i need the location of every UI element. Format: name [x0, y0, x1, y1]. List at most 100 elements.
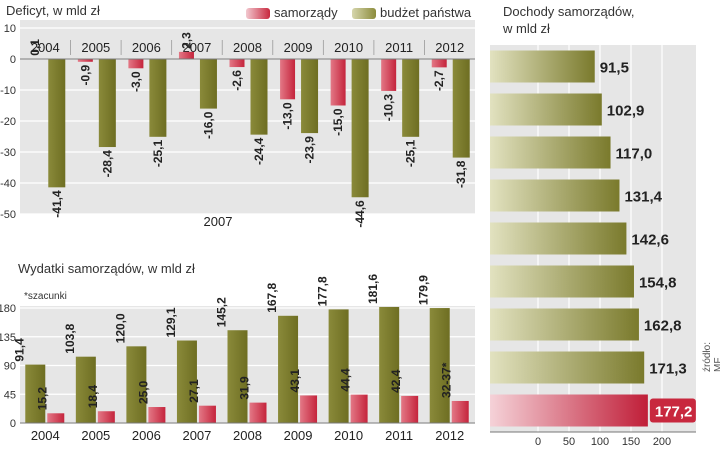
expenses-value-label-samorzady: 27,1 — [187, 379, 201, 403]
deficit-x-label: 2008 — [233, 40, 262, 55]
income-bar — [490, 394, 648, 427]
expenses-note: *szacunki — [24, 291, 67, 302]
expenses-bar-total — [227, 330, 248, 423]
income-bar — [490, 308, 639, 341]
deficit-bar-budzet — [199, 59, 217, 109]
deficit-value-label-samorzady: -3,0 — [129, 71, 143, 92]
income-value-label: 142,6 — [631, 232, 669, 249]
deficit-y-tick-label: 10 — [4, 23, 16, 35]
deficit-y-tick-label: -40 — [0, 178, 16, 190]
deficit-y-tick-label: -10 — [0, 85, 16, 97]
expenses-bar-total — [278, 315, 299, 423]
income-bar — [490, 93, 602, 126]
expenses-value-label-samorzady: 44,4 — [339, 368, 353, 392]
expenses-value-label-total: 181,6 — [366, 274, 380, 304]
deficit-y-tick-label: -50 — [0, 209, 16, 221]
income-x-tick-label: 50 — [563, 436, 575, 448]
expenses-bar-samorzady — [300, 395, 318, 423]
income-value-label: 171,3 — [649, 361, 687, 378]
deficit-plot-area — [20, 20, 475, 214]
legend-swatch-red — [246, 8, 270, 20]
expenses-value-label-total: 103,8 — [63, 323, 77, 353]
income-bar — [490, 265, 634, 298]
income-value-label: 117,0 — [616, 146, 653, 163]
deficit-value-label-budzet: -41,4 — [50, 190, 64, 218]
deficit-bar-samorzady — [431, 59, 447, 68]
deficit-bar-budzet — [149, 59, 167, 137]
expenses-x-label: 2004 — [31, 428, 60, 443]
deficit-value-label-budzet: -44,6 — [353, 200, 367, 228]
deficit-bar-budzet — [402, 59, 420, 137]
income-value-label: 131,4 — [624, 189, 662, 206]
deficit-bar-samorzady — [77, 59, 93, 62]
deficit-x-label: 2007 — [182, 40, 211, 55]
deficit-bar-samorzady — [381, 59, 397, 91]
deficit-value-label-budzet: -24,4 — [252, 137, 266, 165]
deficit-value-label-budzet: -25,1 — [151, 139, 165, 167]
deficit-x-label: 2012 — [435, 40, 464, 55]
deficit-value-label-samorzady: -2,7 — [432, 70, 446, 91]
deficit-bar-budzet — [351, 59, 369, 198]
income-title-line-2: w mld zł — [503, 21, 550, 36]
deficit-bar-samorzady — [280, 59, 296, 100]
deficit-value-label-budzet: -25,1 — [404, 139, 418, 167]
deficit-value-label-budzet: -31,8 — [454, 160, 468, 188]
expenses-value-label-samorzady: 43,1 — [288, 369, 302, 393]
deficit-x-label: 2011 — [385, 40, 413, 55]
expenses-value-label-samorzady: 31,9 — [238, 376, 252, 400]
expenses-value-label-total: 167,8 — [265, 282, 279, 312]
income-title-line-1: Dochody samorządów, — [503, 4, 635, 19]
deficit-x-label: 2010 — [334, 40, 363, 55]
expenses-value-label-samorzady: 32-37* — [440, 362, 454, 398]
expenses-value-label-samorzady: 18,4 — [86, 385, 100, 409]
deficit-x-label: 2004 — [31, 40, 60, 55]
deficit-x-label: 2005 — [81, 40, 110, 55]
expenses-value-label-samorzady: 25,0 — [136, 380, 150, 404]
income-bar — [490, 351, 645, 384]
expenses-bar-samorzady — [451, 400, 469, 423]
income-x-tick-label: 150 — [622, 436, 640, 448]
income-highlight-label-bg — [649, 398, 696, 423]
expenses-value-label-total: 120,0 — [113, 313, 127, 343]
deficit-bar-samorzady — [330, 59, 346, 106]
legend-label-budzet: budżet państwa — [380, 5, 472, 20]
expenses-value-label-samorzady: 15,2 — [35, 387, 49, 411]
expenses-bar-total — [25, 364, 46, 423]
deficit-value-label-samorzady: -15,0 — [331, 108, 345, 136]
deficit-x-label: 2006 — [132, 40, 161, 55]
income-value-label: 91,5 — [600, 60, 629, 77]
expenses-x-label: 2012 — [435, 428, 464, 443]
deficit-value-label-budzet: -23,9 — [303, 136, 317, 164]
deficit-x-label: 2009 — [284, 40, 313, 55]
expenses-y-tick-label: 135 — [0, 332, 16, 344]
expenses-bar-total — [176, 340, 197, 423]
expenses-value-label-total: 129,1 — [164, 307, 178, 337]
deficit-bottom-year-label: 2007 — [204, 214, 233, 229]
expenses-bar-total — [126, 346, 147, 423]
deficit-value-label-samorzady: -10,3 — [382, 94, 396, 122]
income-value-label: 102,9 — [607, 103, 645, 120]
expenses-y-tick-label: 180 — [0, 303, 16, 315]
legend-samorzady: samorządy — [246, 5, 338, 20]
expenses-bar-total — [379, 306, 400, 423]
income-chart-title: Dochody samorządów, w mld zł — [503, 3, 635, 37]
expenses-x-label: 2011 — [385, 428, 413, 443]
income-x-tick-label: 0 — [535, 436, 541, 448]
deficit-bar-budzet — [301, 59, 319, 134]
deficit-value-label-samorzady: -2,6 — [230, 70, 244, 91]
legend-budzet: budżet państwa — [352, 5, 471, 20]
expenses-x-label: 2006 — [132, 428, 161, 443]
deficit-bar-samorzady — [128, 59, 144, 69]
expenses-y-tick-label: 90 — [4, 361, 16, 373]
deficit-value-label-budzet: -28,4 — [100, 150, 114, 178]
deficit-value-label-samorzady: 0,1 — [28, 39, 42, 56]
expenses-y-tick-label: 45 — [4, 389, 16, 401]
deficit-chart-title: Deficyt, w mld zł — [6, 3, 100, 18]
income-bar — [490, 50, 595, 83]
expenses-bar-total — [75, 356, 96, 423]
expenses-value-label-total: 177,8 — [316, 276, 330, 306]
income-value-label: 154,8 — [639, 275, 677, 292]
expenses-bar-samorzady — [97, 411, 115, 423]
deficit-y-tick-label: 0 — [10, 54, 16, 66]
expenses-value-label-total: 145,2 — [215, 297, 229, 327]
